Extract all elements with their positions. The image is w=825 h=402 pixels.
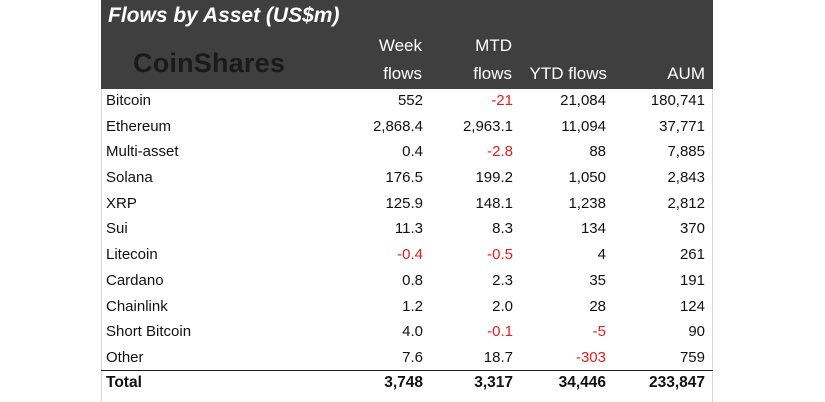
total-week-flows: 3,748 [384,374,423,391]
week-flows: 2,868.4 [372,117,423,135]
header-week-bottom: flows [383,64,422,83]
aum-value: 370 [679,220,705,238]
aum-value: 180,741 [650,92,705,109]
mtd-flows: 18.7 [483,348,513,366]
total-mtd-flows: 3,317 [474,374,513,391]
mtd-flows: -0.1 [487,323,513,341]
week-flows: 11.3 [394,220,423,238]
mtd-flows: -2.8 [487,143,513,161]
week-flows: 7.6 [402,348,423,366]
ytd-flows: -5 [592,323,606,341]
table-row: Cardano 0.8 2.3 35 191 [101,269,713,295]
mtd-flows: -21 [491,92,513,109]
ytd-flows: 35 [589,271,606,289]
week-flows: 0.4 [402,143,423,161]
coinshares-logo: CoinShares [133,48,286,78]
aum-value: 2,843 [667,169,705,187]
ytd-flows: 88 [589,143,606,161]
table-body: Bitcoin 552 -21 21,084 180,741 Ethereum 2,868.… [101,89,713,372]
table-row: Multi-asset 0.4 -2.8 88 7,885 [101,140,713,166]
ytd-flows: 4 [597,246,606,264]
aum-value: 90 [688,323,705,341]
aum-value: 261 [679,246,705,264]
asset-name: XRP [106,194,137,212]
ytd-flows: 11,094 [561,117,606,135]
ytd-flows: 28 [589,297,606,315]
asset-name: Multi-asset [106,143,179,161]
asset-name: Other [106,348,144,366]
week-flows: 4.0 [402,323,423,341]
week-flows: 0.8 [402,271,423,289]
table-row: Sui 11.3 8.3 134 370 [101,217,713,243]
aum-value: 124 [679,297,705,315]
asset-name: Bitcoin [106,92,152,109]
aum-value: 37,771 [659,117,705,135]
total-aum: 233,847 [648,374,705,391]
week-flows: 552 [397,92,423,109]
table-row: Ethereum 2,868.4 2,963.1 11,094 37,771 [101,115,713,141]
header-mtd-top: MTD [475,36,512,55]
aum-value: 191 [679,271,705,289]
mtd-flows: -0.5 [487,246,513,264]
week-flows: 1.2 [402,297,423,315]
asset-name: Litecoin [106,246,158,264]
ytd-flows: 1,050 [568,169,606,187]
mtd-flows: 199.2 [475,169,513,187]
table-row: Bitcoin 552 -21 21,084 180,741 [101,89,713,115]
asset-name: Solana [106,169,153,187]
mtd-flows: 148.1 [475,194,513,212]
mtd-flows: 2,963.1 [462,117,513,135]
aum-value: 759 [679,348,705,366]
table-header: Flows by Asset (US$m) CoinShares Week fl… [101,0,713,89]
mtd-flows: 8.3 [492,220,513,238]
table-row: Chainlink 1.2 2.0 28 124 [101,295,713,321]
table-row: Solana 176.5 199.2 1,050 2,843 [101,166,713,192]
asset-name: Ethereum [106,117,172,135]
table-title: Flows by Asset (US$m) [108,4,340,27]
aum-value: 7,885 [667,143,705,161]
asset-name: Cardano [106,271,164,289]
table-row: XRP 125.9 148.1 1,238 2,812 [101,192,713,218]
week-flows: 176.5 [385,169,423,187]
week-flows: -0.4 [397,246,423,264]
table-right-border [712,89,713,402]
header-ytd: YTD flows [529,64,607,83]
aum-value: 2,812 [667,194,705,212]
table-row: Short Bitcoin 4.0 -0.1 -5 90 [101,320,713,346]
flows-table-panel: Flows by Asset (US$m) CoinShares Week fl… [101,0,713,402]
header-week-top: Week [378,36,422,55]
ytd-flows: -303 [575,348,606,366]
header-aum: AUM [667,64,705,83]
ytd-flows: 21,084 [560,92,606,109]
total-label: Total [106,374,142,391]
mtd-flows: 2.0 [492,297,513,315]
week-flows: 125.9 [385,194,423,212]
asset-name: Short Bitcoin [106,323,192,341]
table-left-border [101,89,102,402]
table-row: Litecoin -0.4 -0.5 4 261 [101,243,713,269]
total-ytd-flows: 34,446 [558,374,606,391]
total-row: Total 3,748 3,317 34,446 233,847 [101,370,713,398]
header-mtd-bottom: flows [473,64,512,83]
table-row: Other 7.6 18.7 -303 759 [101,346,713,372]
asset-name: Chainlink [106,297,168,315]
asset-name: Sui [106,220,128,238]
ytd-flows: 134 [580,220,606,238]
mtd-flows: 2.3 [492,271,513,289]
ytd-flows: 1,238 [568,194,606,212]
